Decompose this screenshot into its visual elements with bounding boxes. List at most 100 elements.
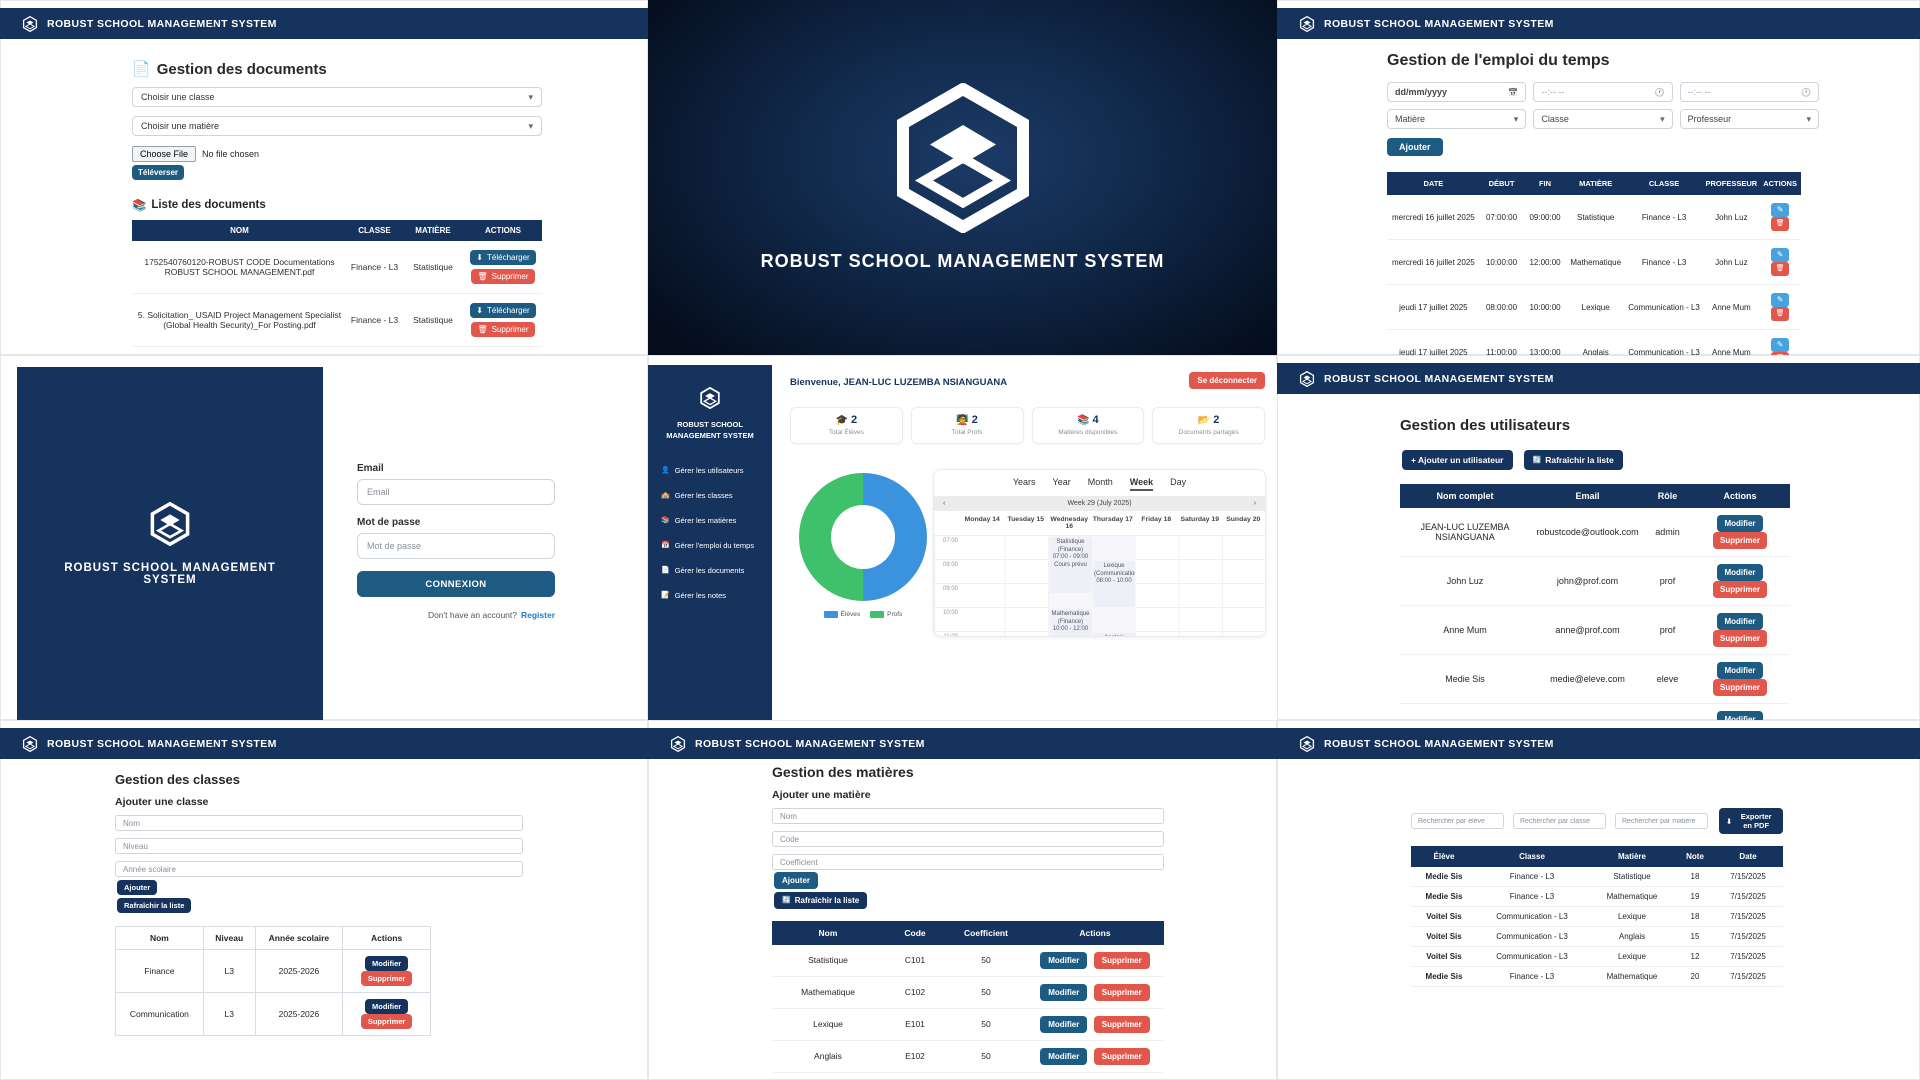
panel-dashboard: ROBUST SCHOOL MANAGEMENT SYSTEM 👤 Gérer … bbox=[648, 355, 1277, 720]
delete-button[interactable]: Supprimer bbox=[1093, 951, 1150, 969]
add-class-button[interactable]: Ajouter bbox=[117, 880, 158, 895]
sidebar-item[interactable]: 📄 Gérer les documents bbox=[648, 558, 772, 583]
register-link[interactable]: Register bbox=[520, 610, 555, 620]
edit-button[interactable]: Modifier bbox=[1717, 515, 1763, 532]
col-header: Nom complet bbox=[1400, 484, 1530, 508]
app-navbar: ROBUST SCHOOL MANAGEMENT SYSTEM bbox=[648, 728, 1277, 759]
edit-button[interactable]: ✎ bbox=[1771, 293, 1790, 307]
edit-button[interactable]: Modifier bbox=[1040, 983, 1088, 1001]
search-subject-input[interactable] bbox=[1615, 813, 1708, 829]
delete-button[interactable]: Supprimer bbox=[1712, 581, 1767, 598]
delete-button[interactable]: 🗑 bbox=[1771, 262, 1790, 276]
class-name-field[interactable] bbox=[115, 815, 523, 831]
edit-button[interactable]: Modifier bbox=[1040, 1047, 1088, 1065]
refresh-list-button[interactable]: 🔄 Rafraîchir la liste bbox=[1523, 450, 1623, 470]
delete-button[interactable]: Supprimer bbox=[360, 1014, 413, 1029]
delete-button[interactable]: Supprimer bbox=[360, 971, 413, 986]
tab-years[interactable]: Years bbox=[1012, 477, 1036, 487]
subject-select[interactable]: Choisir une matière ▾ bbox=[132, 116, 542, 136]
download-button[interactable]: ⬇ Télécharger bbox=[470, 250, 536, 265]
delete-button[interactable]: Supprimer bbox=[1093, 983, 1150, 1001]
subject-select[interactable]: Matière ▾ bbox=[1387, 109, 1527, 129]
trash-icon: 🗑 bbox=[1775, 265, 1785, 272]
delete-button[interactable]: Supprimer bbox=[1093, 1047, 1150, 1065]
col-header: PROFESSEUR bbox=[1703, 172, 1760, 195]
add-subject-button[interactable]: Ajouter bbox=[774, 872, 818, 889]
calendar-event[interactable]: Anglais bbox=[1093, 633, 1135, 636]
next-week-arrow[interactable]: › bbox=[1253, 500, 1256, 507]
tab-week[interactable]: Week bbox=[1129, 477, 1154, 491]
class-year-field[interactable] bbox=[115, 861, 523, 877]
chevron-down-icon: ▾ bbox=[1513, 113, 1519, 124]
calendar-event[interactable]: Statistique (Finance) 07:00 - 09:00 Cour… bbox=[1049, 537, 1092, 593]
tab-month[interactable]: Month bbox=[1087, 477, 1113, 487]
delete-button[interactable]: Supprimer bbox=[1712, 630, 1767, 647]
delete-button[interactable]: 🗑 bbox=[1771, 352, 1790, 355]
refresh-list-button[interactable]: 🔄 Rafraîchir la liste bbox=[774, 891, 868, 909]
prev-week-arrow[interactable]: ‹ bbox=[943, 500, 946, 507]
export-pdf-button[interactable]: ⬇ Exporter en PDF bbox=[1719, 808, 1783, 834]
calendar-event[interactable]: Lexique (Communication) 08:00 - 10:00 bbox=[1093, 561, 1135, 607]
note-class: Finance - L3 bbox=[1477, 867, 1587, 887]
user-name: JEAN-LUC LUZEMBA NSIANGUANA bbox=[1400, 508, 1530, 557]
calendar-event[interactable]: Mathematique (Finance) 10:00 - 12:00 bbox=[1049, 609, 1092, 636]
menu-item-icon: 📚 bbox=[661, 517, 670, 524]
sidebar-item[interactable]: 📅 Gérer l'emploi du temps bbox=[648, 533, 772, 558]
delete-button[interactable]: 🗑 Supprimer bbox=[471, 269, 535, 284]
edit-button[interactable]: Modifier bbox=[1717, 564, 1763, 581]
subject-code-field[interactable] bbox=[772, 831, 1164, 847]
add-schedule-button[interactable]: Ajouter bbox=[1387, 138, 1443, 156]
day-header: Sunday 20 bbox=[1226, 516, 1261, 523]
edit-button[interactable]: Modifier bbox=[365, 956, 409, 971]
end-time-input[interactable]: --:-- -- 🕐 bbox=[1679, 82, 1819, 102]
edit-button[interactable]: ✎ bbox=[1771, 248, 1790, 262]
subject-code: C102 bbox=[884, 976, 946, 1009]
search-class-input[interactable] bbox=[1513, 813, 1606, 829]
note-date: 7/15/2025 bbox=[1713, 886, 1783, 907]
chevron-down-icon: ▾ bbox=[528, 91, 533, 102]
delete-button[interactable]: Supprimer bbox=[1712, 532, 1767, 549]
delete-button[interactable]: Supprimer bbox=[1093, 1015, 1150, 1033]
start-time-input[interactable]: --:-- -- 🕐 bbox=[1533, 82, 1673, 102]
edit-button[interactable]: Modifier bbox=[1717, 662, 1763, 679]
teacher-select[interactable]: Professeur ▾ bbox=[1679, 109, 1819, 129]
delete-button[interactable]: 🗑 Supprimer bbox=[471, 322, 535, 337]
download-button[interactable]: ⬇ Télécharger bbox=[470, 303, 536, 318]
subject-coefficient-field[interactable] bbox=[772, 854, 1164, 870]
class-level-field[interactable] bbox=[115, 838, 523, 854]
date-input[interactable]: dd/mm/yyyy 📅 bbox=[1387, 82, 1527, 102]
upload-button[interactable]: Téléverser bbox=[132, 165, 185, 180]
choose-file-button[interactable]: Choose File bbox=[132, 146, 197, 162]
search-student-input[interactable] bbox=[1411, 813, 1504, 829]
schedule-class: Finance - L3 bbox=[1624, 239, 1704, 285]
login-button[interactable]: CONNEXION bbox=[357, 571, 555, 597]
tab-day[interactable]: Day bbox=[1170, 477, 1187, 487]
edit-button[interactable]: Modifier bbox=[1717, 613, 1763, 630]
password-field[interactable] bbox=[357, 533, 555, 559]
edit-button[interactable]: Modifier bbox=[1040, 951, 1088, 969]
sidebar-item[interactable]: 🏫 Gérer les classes bbox=[648, 483, 772, 508]
class-select[interactable]: Choisir une classe ▾ bbox=[132, 87, 542, 107]
class-name: Communication bbox=[115, 992, 204, 1036]
sidebar-item[interactable]: 👤 Gérer les utilisateurs bbox=[648, 458, 772, 483]
edit-button[interactable]: Modifier bbox=[1040, 1015, 1088, 1033]
email-field[interactable] bbox=[357, 479, 555, 505]
delete-button[interactable]: Supprimer bbox=[1712, 679, 1767, 696]
note-subject: Lexique bbox=[1587, 906, 1677, 927]
class-select[interactable]: Classe ▾ bbox=[1533, 109, 1673, 129]
edit-button[interactable]: Modifier bbox=[365, 999, 409, 1014]
sidebar-item[interactable]: 📝 Gérer les notes bbox=[648, 583, 772, 608]
refresh-list-button[interactable]: Rafraîchir la liste bbox=[117, 898, 192, 913]
sidebar-item[interactable]: 📚 Gérer les matières bbox=[648, 508, 772, 533]
tab-year[interactable]: Year bbox=[1052, 477, 1071, 487]
add-user-button[interactable]: + Ajouter un utilisateur bbox=[1402, 450, 1513, 470]
refresh-icon: 🔄 bbox=[1532, 457, 1542, 464]
edit-button[interactable]: ✎ bbox=[1771, 203, 1790, 217]
delete-button[interactable]: 🗑 bbox=[1771, 217, 1790, 231]
edit-button[interactable]: Modifier bbox=[1717, 711, 1763, 720]
delete-button[interactable]: 🗑 bbox=[1771, 307, 1790, 321]
logout-button[interactable]: Se déconnecter bbox=[1189, 372, 1265, 389]
subject-name-field[interactable] bbox=[772, 808, 1164, 824]
email-label: Email bbox=[357, 463, 384, 474]
edit-button[interactable]: ✎ bbox=[1771, 338, 1790, 352]
